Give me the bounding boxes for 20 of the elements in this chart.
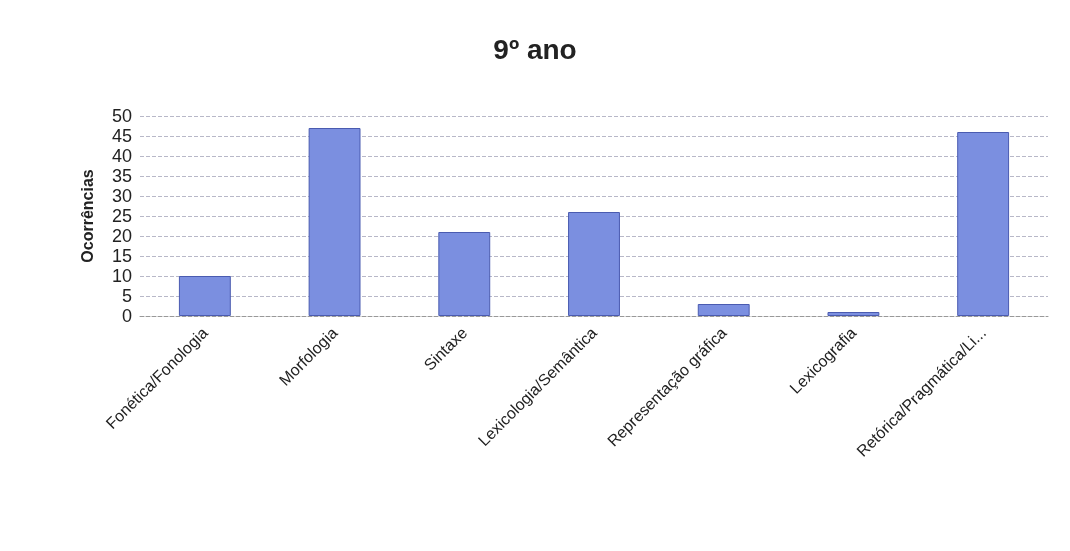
y-axis-title: Ocorrências <box>78 169 96 263</box>
bar <box>957 132 1010 316</box>
y-tick-label: 45 <box>111 126 132 146</box>
y-tick-label: 30 <box>111 186 132 206</box>
bar <box>568 212 620 316</box>
y-tick-label: 50 <box>111 106 132 126</box>
y-tick-label: 40 <box>111 146 132 166</box>
chart-title: 9º ano <box>493 33 577 65</box>
bar <box>697 304 750 316</box>
y-tick-label: 0 <box>121 306 132 326</box>
bar <box>827 312 880 316</box>
bar <box>178 276 231 316</box>
y-tick-label: 15 <box>111 246 132 266</box>
y-tick-label: 20 <box>111 226 132 246</box>
bar <box>308 128 361 316</box>
bar <box>438 232 491 316</box>
y-tick-label: 5 <box>121 286 132 306</box>
y-tick-label: 35 <box>111 166 132 186</box>
y-tick-label: 10 <box>111 266 132 286</box>
y-tick-label: 25 <box>111 206 132 226</box>
